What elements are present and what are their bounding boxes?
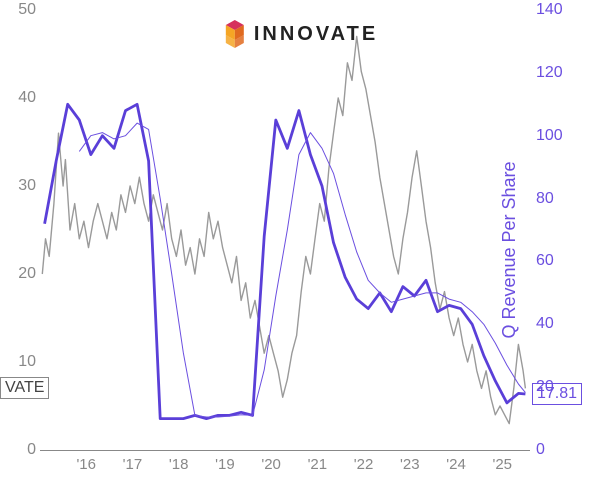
y-right-tick-label: 0 xyxy=(536,441,572,459)
series-rev_per_share_quarterly xyxy=(45,104,526,418)
y-right-tick-label: 60 xyxy=(536,252,572,270)
y-left-tick-label: 30 xyxy=(2,177,36,195)
y-left-tick-label: 0 xyxy=(2,441,36,459)
y-right-tick-label: 80 xyxy=(536,190,572,208)
logo-text: INNOVATE xyxy=(254,23,378,46)
x-tick-label: '19 xyxy=(215,456,235,473)
y-right-tick-label: 140 xyxy=(536,1,572,19)
chart-svg xyxy=(40,10,530,450)
y-left-tick-label: 40 xyxy=(2,89,36,107)
y-right-tick-label: 100 xyxy=(536,127,572,145)
y-right-axis-title: Q Revenue Per Share xyxy=(499,161,520,338)
x-tick-label: '20 xyxy=(261,456,281,473)
series-price xyxy=(42,36,525,423)
x-tick-label: '25 xyxy=(492,456,512,473)
x-tick-label: '17 xyxy=(123,456,143,473)
y-right-tick-label: 20 xyxy=(536,378,572,396)
logo-icon xyxy=(222,20,248,48)
x-tick-label: '23 xyxy=(400,456,420,473)
plot-area xyxy=(40,10,530,451)
company-logo: INNOVATE xyxy=(222,20,378,48)
ticker-box: VATE xyxy=(0,377,49,399)
series-rev_per_share_ttm xyxy=(79,123,525,417)
y-right-tick-label: 120 xyxy=(536,64,572,82)
chart-container: INNOVATE Q Revenue Per Share VATE 17.81 … xyxy=(0,0,600,500)
x-tick-label: '16 xyxy=(76,456,96,473)
x-tick-label: '18 xyxy=(169,456,189,473)
y-left-tick-label: 10 xyxy=(2,353,36,371)
x-tick-label: '24 xyxy=(446,456,466,473)
y-right-tick-label: 40 xyxy=(536,315,572,333)
x-tick-label: '22 xyxy=(354,456,374,473)
x-tick-label: '21 xyxy=(308,456,328,473)
y-left-tick-label: 20 xyxy=(2,265,36,283)
y-left-tick-label: 50 xyxy=(2,1,36,19)
